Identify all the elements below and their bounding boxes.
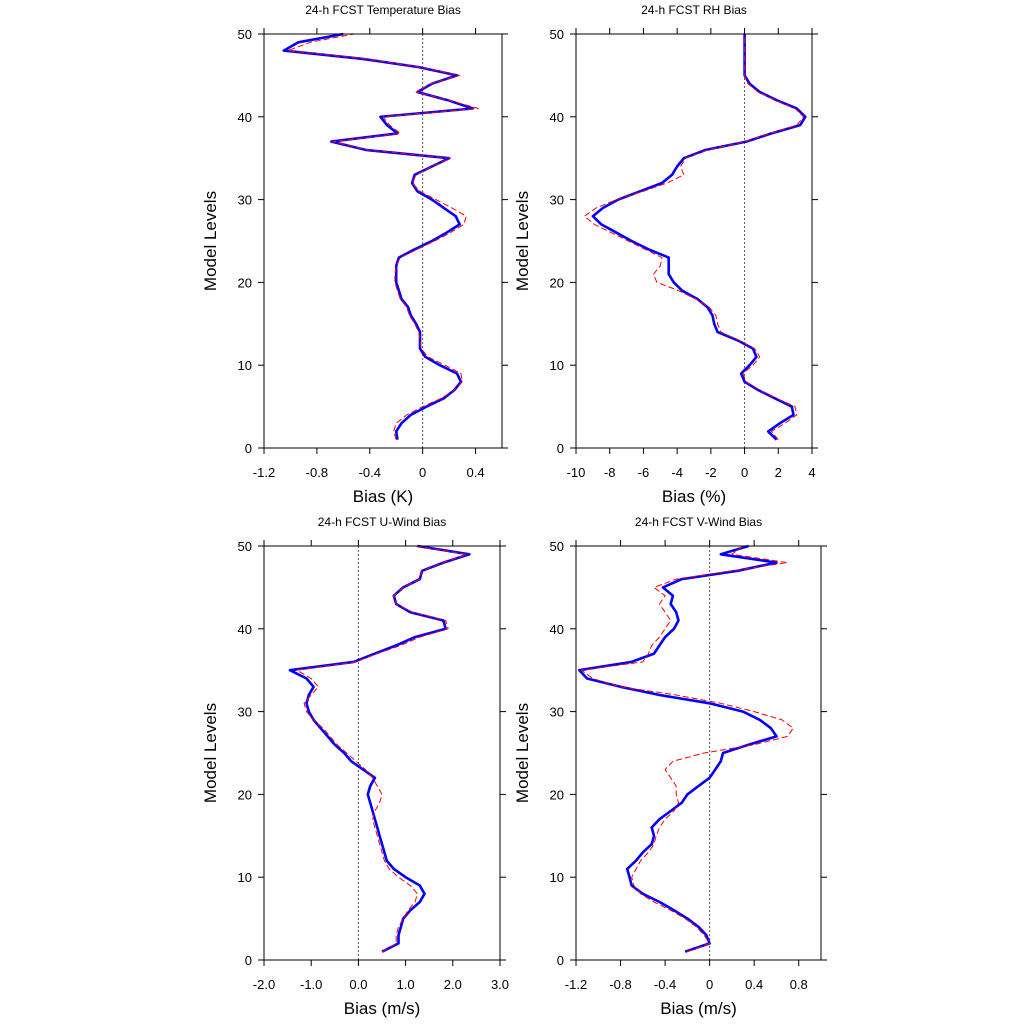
y-tick-label: 0 [557,953,564,968]
y-tick-label: 40 [238,622,252,637]
y-tick-label: 10 [550,870,564,885]
y-tick-label: 20 [238,787,252,802]
x-tick-label: -1.2 [253,465,275,480]
x-tick-label: -2.0 [253,977,275,992]
x-axis-label: Bias (K) [353,487,413,506]
x-tick-label: -0.8 [306,465,328,480]
x-tick-label: -10 [567,465,586,480]
y-tick-label: 20 [550,787,564,802]
y-axis-label: Model Levels [513,191,532,291]
y-tick-label: 30 [238,193,252,208]
y-tick-label: 0 [245,953,252,968]
x-tick-label: -0.8 [609,977,631,992]
data-line [287,33,479,440]
y-tick-label: 50 [238,539,252,554]
data-line [288,544,471,953]
x-tick-label: 0.8 [790,977,808,992]
y-tick-label: 30 [550,705,564,720]
data-line [583,34,805,441]
y-tick-label: 50 [238,27,252,42]
y-tick-label: 0 [245,441,252,456]
x-tick-label: 1.0 [397,977,415,992]
x-axis-label: Bias (m/s) [660,999,737,1018]
x-tick-label: 0 [741,465,748,480]
x-axis-label: Bias (m/s) [344,999,421,1018]
x-tick-label: 3.0 [491,977,509,992]
y-tick-label: 50 [550,27,564,42]
x-tick-label: 2 [775,465,782,480]
y-tick-label: 10 [238,358,252,373]
y-tick-label: 0 [557,441,564,456]
data-line [591,34,807,441]
x-tick-label: -1.2 [565,977,587,992]
data-line [581,545,794,953]
y-tick-label: 50 [550,539,564,554]
x-tick-label: 0.4 [467,465,485,480]
x-tick-label: -0.4 [359,465,381,480]
x-tick-label: -8 [604,465,616,480]
data-line [577,544,778,953]
plot-frame [575,545,822,961]
chart-title: 24-h FCST Temperature Bias [305,3,461,17]
chart-title: 24-h FCST RH Bias [641,3,747,17]
y-axis-label: Model Levels [201,191,220,291]
data-line [296,545,468,953]
y-tick-label: 20 [238,275,252,290]
plot-frame [575,33,813,449]
y-tick-label: 40 [238,110,252,125]
x-tick-label: 0.0 [349,977,367,992]
y-tick-label: 10 [550,358,564,373]
x-tick-label: -4 [671,465,683,480]
x-tick-label: -1.0 [300,977,322,992]
y-tick-label: 30 [238,705,252,720]
x-tick-label: 0.4 [745,977,763,992]
plot-frame [263,33,503,449]
y-tick-label: 30 [550,193,564,208]
data-line [282,32,475,440]
y-axis-label: Model Levels [513,703,532,803]
x-tick-label: 2.0 [444,977,462,992]
x-tick-label: 0 [419,465,426,480]
y-tick-label: 40 [550,622,564,637]
x-tick-label: -0.4 [654,977,676,992]
x-tick-label: 0 [706,977,713,992]
plot-frame [263,545,501,961]
x-tick-label: -2 [705,465,717,480]
y-axis-label: Model Levels [201,703,220,803]
chart-title: 24-h FCST U-Wind Bias [318,515,446,529]
chart-title: 24-h FCST V-Wind Bias [635,515,762,529]
y-tick-label: 40 [550,110,564,125]
x-tick-label: -6 [638,465,650,480]
y-tick-label: 20 [550,275,564,290]
x-axis-label: Bias (%) [662,487,726,506]
y-tick-label: 10 [238,870,252,885]
x-tick-label: 4 [808,465,815,480]
